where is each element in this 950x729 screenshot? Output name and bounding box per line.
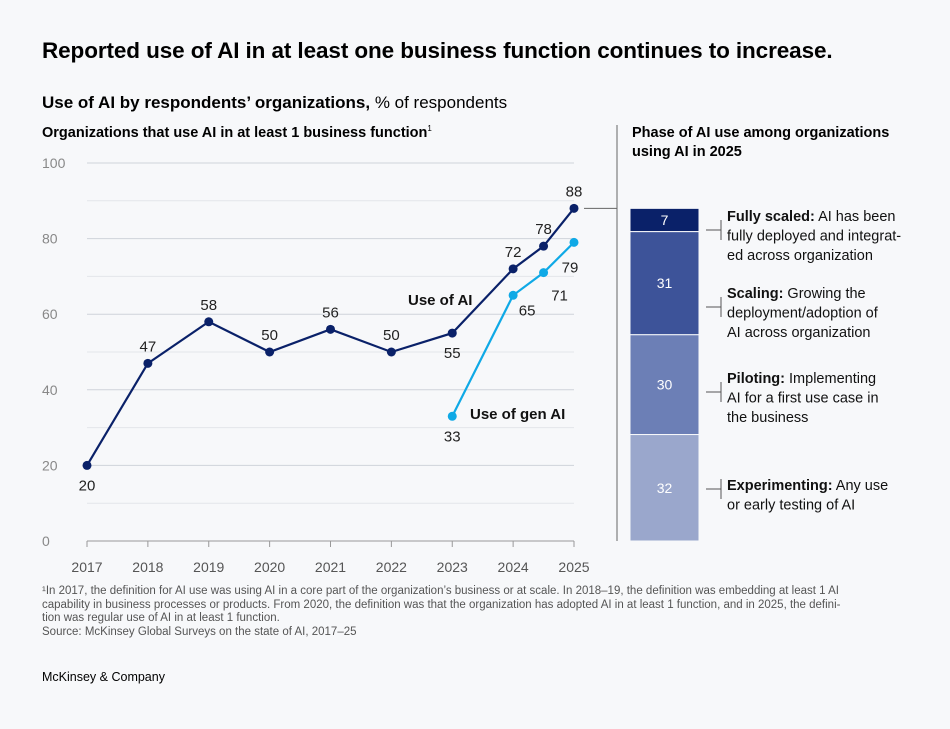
y-tick-label: 100: [42, 155, 66, 171]
use-of-ai-data-label: 56: [322, 304, 339, 321]
segment-label-bold: Piloting:: [727, 371, 785, 387]
use-of-ai-data-label: 88: [566, 183, 583, 200]
use-of-gen-ai-point: [508, 290, 518, 300]
use-of-ai-point: [204, 317, 214, 327]
stacked-segment-value: 31: [657, 275, 673, 291]
segment-label-line: AI for a first use case in: [727, 391, 879, 407]
subtitle-bold: Use of AI by respondents’ organizations,: [42, 93, 371, 112]
segment-label: Scaling: Growing the deployment/adoption …: [727, 286, 879, 341]
use-of-ai-data-label: 58: [200, 297, 217, 314]
x-tick-label: 2025: [558, 559, 589, 575]
left-panel-heading: Organizations that use AI in at least 1 …: [42, 124, 432, 141]
use-of-ai-point: [265, 347, 275, 357]
chart-title: Reported use of AI in at least one busin…: [42, 38, 833, 63]
use-of-gen-ai-point: [539, 268, 549, 278]
brand-logo-text: McKinsey & Company: [42, 670, 165, 684]
x-tick-label: 2019: [193, 559, 224, 575]
use-of-ai-data-label: 55: [444, 345, 461, 362]
right-panel-heading: Phase of AI use among organizations usin…: [632, 125, 890, 160]
use-of-ai-point: [539, 241, 549, 251]
use-of-ai-point: [326, 324, 335, 334]
y-tick-label: 80: [42, 231, 58, 247]
left-heading-text: Organizations that use AI in at least 1 …: [42, 124, 428, 141]
use-of-ai-data-label: 47: [140, 338, 157, 355]
segment-label-line: ed across organization: [727, 248, 873, 264]
footnote-marker: 1: [427, 124, 432, 133]
footnote-line: capability in business processes or prod…: [42, 598, 841, 611]
x-tick-label: 2018: [132, 559, 163, 575]
segment-label-line: fully deployed and integrat-: [727, 229, 901, 245]
stacked-segment-value: 7: [661, 212, 669, 228]
use-of-gen-ai-data-label: 65: [519, 302, 536, 319]
x-tick-label: 2022: [376, 559, 407, 575]
subtitle-unit: % of respondents: [370, 93, 508, 112]
x-tick-label: 2024: [498, 559, 529, 575]
y-tick-label: 20: [42, 457, 58, 473]
use-of-gen-ai-point: [569, 237, 579, 247]
y-tick-label: 60: [42, 306, 58, 322]
segment-label-bold: Fully scaled:: [727, 209, 815, 225]
use-of-ai-point: [447, 328, 457, 338]
stacked-segment: [629, 434, 700, 542]
chart-subtitle: Use of AI by respondents’ organizations,…: [42, 93, 507, 113]
use-of-ai-point: [82, 460, 92, 470]
use-of-ai-data-label: 20: [79, 477, 96, 494]
segment-label-line: the business: [727, 410, 808, 426]
use-of-ai-point: [569, 203, 579, 213]
segment-label: Piloting: Implementing AI for a first use…: [727, 371, 879, 426]
use-of-ai-point: [143, 358, 153, 368]
use-of-gen-ai-line: [451, 241, 575, 417]
segment-label-bold: Scaling:: [727, 286, 783, 302]
use-of-ai-point: [508, 264, 518, 274]
segment-label-line: AI across organization: [727, 325, 870, 341]
stacked-segment-value: 30: [657, 377, 673, 393]
use-of-gen-ai-data-label: 33: [444, 428, 461, 445]
segment-label-bold: Experimenting:: [727, 478, 833, 494]
use-of-gen-ai-series-label: Use of gen AI: [470, 406, 565, 423]
segment-label-line: AI has been: [815, 209, 896, 225]
use-of-ai-series-label: Use of AI: [408, 292, 472, 309]
segment-label-line: or early testing of AI: [727, 498, 855, 514]
segment-label-line: Implementing: [785, 371, 876, 387]
source-note: Source: McKinsey Global Surveys on the s…: [42, 625, 357, 638]
use-of-ai-data-label: 50: [383, 327, 400, 344]
x-tick-label: 2020: [254, 559, 285, 575]
footnote: ¹In 2017, the definition for AI use was …: [42, 585, 902, 639]
use-of-ai-line: [86, 207, 575, 466]
segment-label: Fully scaled: AI has been fully deployed …: [727, 209, 901, 264]
footnote-line: tion was regular use of AI in at least 1…: [42, 612, 280, 624]
footnote-line: ¹In 2017, the definition for AI use was …: [42, 585, 839, 597]
x-tick-label: 2021: [315, 559, 346, 575]
use-of-gen-ai-point: [447, 411, 457, 421]
use-of-ai-data-label: 50: [261, 327, 278, 344]
use-of-gen-ai-data-label: 79: [562, 259, 579, 276]
segment-label-line: Any use: [833, 478, 889, 494]
x-tick-label: 2023: [437, 559, 468, 575]
stacked-segment: [629, 334, 700, 436]
use-of-ai-data-label: 78: [535, 221, 552, 238]
y-tick-label: 40: [42, 382, 58, 398]
y-tick-label: 0: [42, 533, 50, 549]
segment-label-line: deployment/adoption of: [727, 306, 879, 322]
stacked-segment-value: 32: [657, 480, 673, 496]
use-of-ai-data-label: 72: [505, 244, 522, 261]
stacked-segment: [629, 231, 700, 336]
segment-label-line: Growing the: [783, 286, 865, 302]
use-of-gen-ai-data-label: 71: [551, 288, 568, 305]
segment-label: Experimenting: Any use or early testing o…: [727, 478, 888, 514]
use-of-ai-point: [386, 347, 396, 357]
x-tick-label: 2017: [71, 559, 102, 575]
